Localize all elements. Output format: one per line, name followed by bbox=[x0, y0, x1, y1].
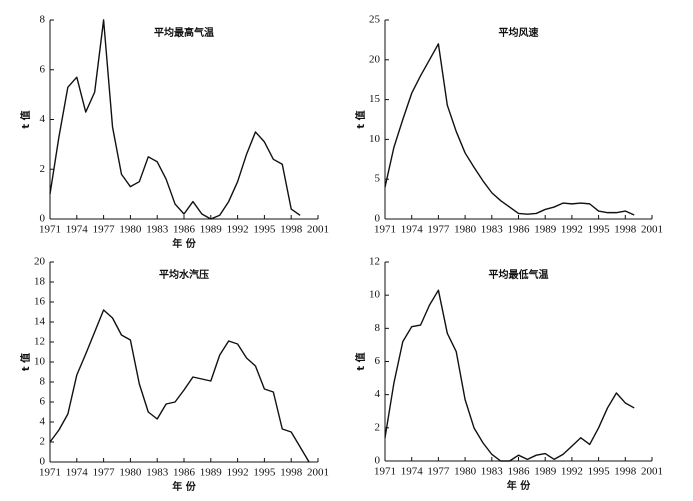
x-tick-label: 1983 bbox=[481, 466, 504, 478]
x-tick-label: 1977 bbox=[93, 224, 116, 236]
y-axis-label: t 值 bbox=[354, 110, 367, 128]
y-tick-label: 4 bbox=[40, 416, 46, 428]
x-tick-label: 2001 bbox=[641, 224, 663, 236]
x-tick-label: 1980 bbox=[454, 224, 477, 236]
y-tick-label: 10 bbox=[369, 289, 381, 301]
x-tick-label: 1986 bbox=[508, 466, 531, 478]
x-tick-label: 1977 bbox=[427, 466, 450, 478]
y-tick-label: 20 bbox=[369, 53, 381, 65]
y-tick-label: 0 bbox=[40, 456, 46, 468]
x-tick-label: 2001 bbox=[307, 467, 329, 479]
x-tick-label: 1977 bbox=[427, 224, 450, 236]
y-tick-label: 4 bbox=[40, 113, 46, 125]
y-tick-label: 4 bbox=[375, 388, 381, 400]
x-tick-label: 1986 bbox=[173, 224, 196, 236]
y-tick-label: 16 bbox=[34, 296, 46, 308]
x-tick-label: 1983 bbox=[146, 467, 169, 479]
chart-title: 平均风速 bbox=[499, 26, 539, 39]
x-tick-label: 2001 bbox=[307, 224, 329, 236]
y-axis-label: t 值 bbox=[19, 110, 32, 128]
data-line bbox=[49, 19, 301, 220]
x-tick-label: 1995 bbox=[253, 224, 276, 236]
y-tick-label: 6 bbox=[40, 396, 46, 408]
y-tick-label: 8 bbox=[40, 376, 46, 388]
data-line bbox=[384, 43, 635, 216]
x-tick-label: 1989 bbox=[534, 224, 557, 236]
x-tick-label: 1998 bbox=[614, 466, 637, 478]
x-tick-label: 1995 bbox=[588, 466, 611, 478]
y-tick-label: 2 bbox=[40, 163, 46, 175]
y-tick-label: 8 bbox=[375, 322, 381, 334]
x-axis-label: 年 份 bbox=[172, 237, 196, 250]
y-axis-label: t 值 bbox=[19, 353, 32, 371]
chart-title: 平均最低气温 bbox=[489, 268, 549, 281]
y-tick-label: 25 bbox=[369, 14, 381, 26]
y-tick-label: 12 bbox=[34, 336, 45, 348]
y-tick-label: 10 bbox=[369, 133, 381, 145]
x-tick-label: 1995 bbox=[588, 224, 611, 236]
y-tick-label: 0 bbox=[375, 455, 381, 467]
y-tick-label: 10 bbox=[34, 356, 46, 368]
y-tick-label: 8 bbox=[40, 14, 46, 26]
x-tick-label: 1980 bbox=[119, 467, 142, 479]
y-tick-label: 20 bbox=[34, 256, 46, 268]
x-tick-label: 1986 bbox=[508, 224, 531, 236]
x-tick-label: 1980 bbox=[119, 224, 142, 236]
x-tick-label: 1971 bbox=[39, 224, 61, 236]
x-tick-label: 1998 bbox=[280, 224, 303, 236]
y-tick-label: 14 bbox=[34, 316, 46, 328]
x-tick-label: 1995 bbox=[253, 467, 276, 479]
x-tick-label: 1971 bbox=[374, 466, 396, 478]
y-tick-label: 12 bbox=[369, 256, 380, 268]
x-tick-label: 1986 bbox=[173, 467, 196, 479]
x-tick-label: 1983 bbox=[146, 224, 169, 236]
x-tick-label: 1980 bbox=[454, 466, 477, 478]
x-tick-label: 1974 bbox=[401, 466, 424, 478]
x-tick-label: 1998 bbox=[614, 224, 637, 236]
x-tick-label: 1983 bbox=[481, 224, 504, 236]
x-tick-label: 1971 bbox=[39, 467, 61, 479]
y-tick-label: 15 bbox=[369, 93, 381, 105]
x-tick-label: 1992 bbox=[227, 467, 249, 479]
chart-title: 平均最高气温 bbox=[154, 26, 214, 39]
x-tick-label: 1989 bbox=[200, 467, 223, 479]
y-tick-label: 0 bbox=[40, 213, 46, 225]
x-tick-label: 1989 bbox=[200, 224, 223, 236]
y-tick-label: 18 bbox=[34, 276, 46, 288]
x-tick-label: 1974 bbox=[66, 224, 89, 236]
x-tick-label: 1992 bbox=[561, 224, 583, 236]
y-tick-label: 0 bbox=[375, 213, 381, 225]
data-line bbox=[49, 309, 310, 463]
x-tick-label: 2001 bbox=[641, 466, 663, 478]
x-tick-label: 1977 bbox=[93, 467, 116, 479]
data-line bbox=[384, 289, 635, 462]
y-tick-label: 6 bbox=[375, 355, 381, 367]
x-tick-label: 1974 bbox=[401, 224, 424, 236]
y-tick-label: 5 bbox=[375, 173, 381, 185]
x-tick-label: 1992 bbox=[561, 466, 583, 478]
chart-title: 平均水汽压 bbox=[159, 268, 209, 281]
x-axis-label: 年 份 bbox=[507, 479, 531, 492]
x-axis-label: 年 份 bbox=[172, 480, 196, 493]
x-tick-label: 1989 bbox=[534, 466, 557, 478]
y-tick-label: 6 bbox=[40, 63, 46, 75]
x-tick-label: 1971 bbox=[374, 224, 396, 236]
y-tick-label: 2 bbox=[375, 421, 381, 433]
y-axis-label: t 值 bbox=[354, 352, 367, 370]
x-tick-label: 1998 bbox=[280, 467, 303, 479]
x-tick-label: 1974 bbox=[66, 467, 89, 479]
x-tick-label: 1992 bbox=[227, 224, 249, 236]
y-tick-label: 2 bbox=[40, 436, 46, 448]
